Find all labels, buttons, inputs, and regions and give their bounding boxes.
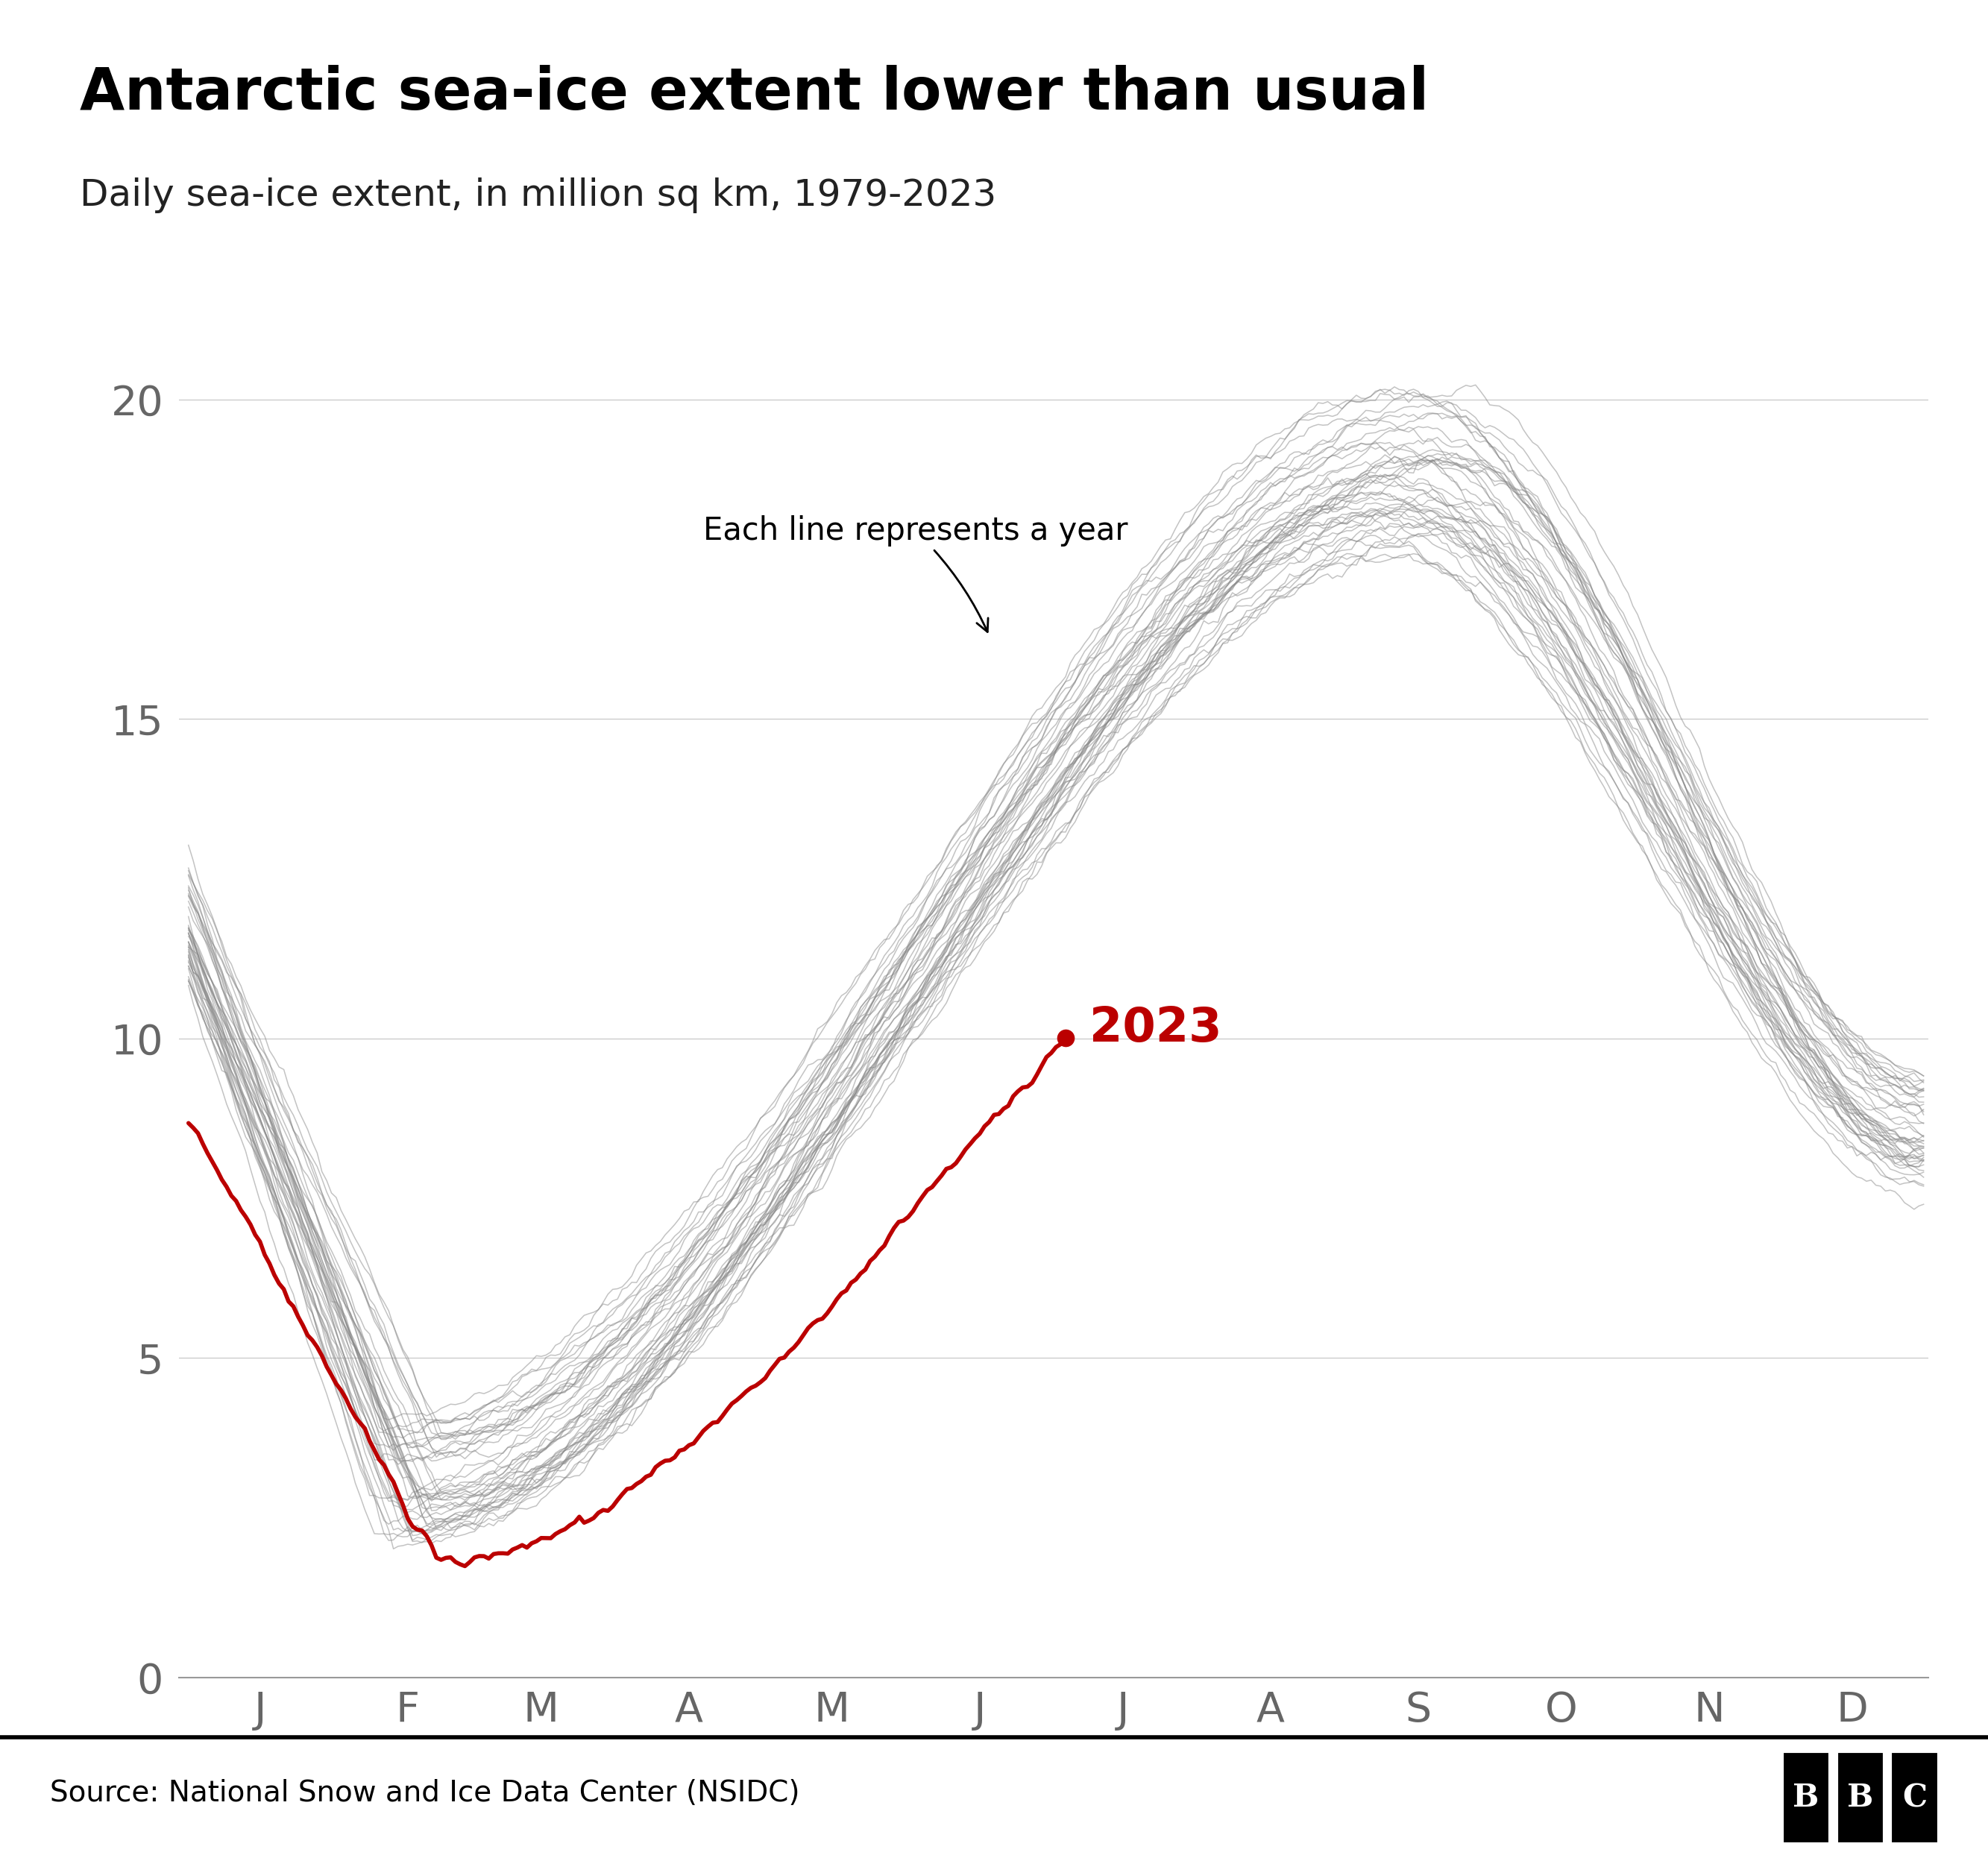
Bar (1781, 1752, 1829, 1843)
Bar (1837, 1752, 1885, 1843)
Text: Antarctic sea-ice extent lower than usual: Antarctic sea-ice extent lower than usua… (80, 65, 1429, 121)
Text: B: B (1847, 1782, 1873, 1814)
Text: C: C (1903, 1782, 1926, 1814)
Text: Daily sea-ice extent, in million sq km, 1979-2023: Daily sea-ice extent, in million sq km, … (80, 177, 996, 212)
Text: 2023: 2023 (1089, 1005, 1223, 1051)
Text: Each line represents a year: Each line represents a year (704, 516, 1127, 632)
Bar (1891, 1752, 1938, 1843)
Text: Source: National Snow and Ice Data Center (NSIDC): Source: National Snow and Ice Data Cente… (50, 1778, 799, 1808)
Text: B: B (1793, 1782, 1819, 1814)
